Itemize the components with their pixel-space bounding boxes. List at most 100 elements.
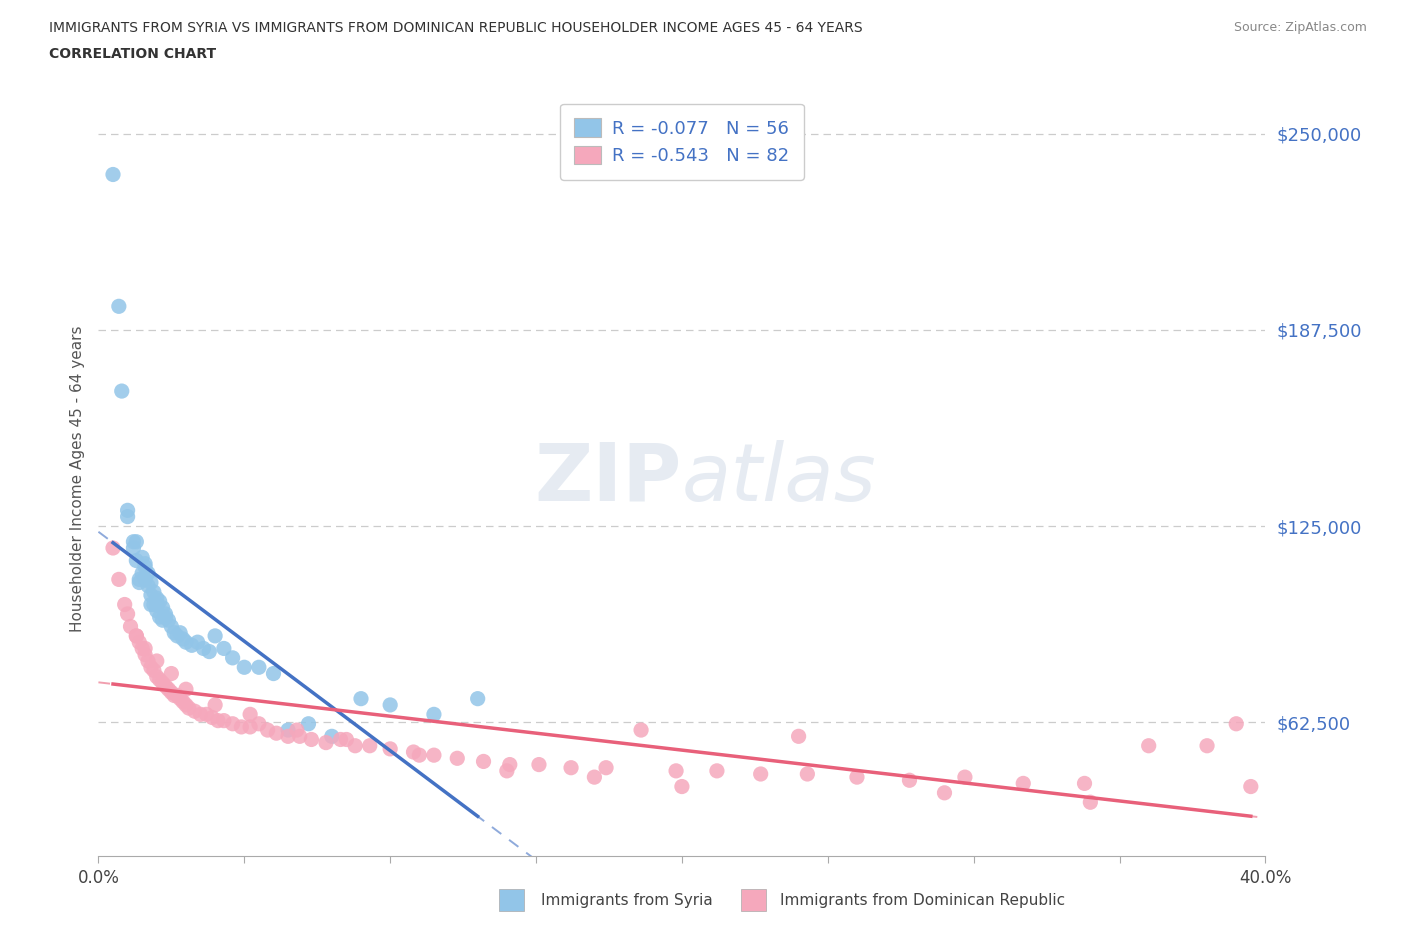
Point (467, 691, 489, 706)
Point (139, 575, 162, 590)
Point (120, 619, 142, 634)
Point (134, 556, 156, 571)
Point (157, 682, 180, 697)
Point (146, 604, 169, 618)
Point (111, 383, 134, 398)
Point (131, 550, 153, 565)
Point (117, 503, 139, 518)
Point (1137, 738, 1160, 753)
Point (247, 716, 270, 731)
Point (108, 299, 131, 313)
Point (1073, 776, 1095, 790)
Point (155, 606, 177, 621)
Point (160, 619, 183, 634)
Point (131, 565, 153, 580)
Point (380, 698, 402, 712)
Point (128, 575, 150, 590)
Point (134, 647, 156, 662)
Point (152, 600, 174, 615)
Point (152, 675, 174, 690)
Point (706, 764, 728, 778)
Point (174, 698, 197, 712)
Point (198, 644, 221, 659)
Point (134, 641, 156, 656)
Point (1195, 738, 1218, 753)
Point (136, 578, 159, 593)
Point (207, 713, 229, 728)
Text: Source: ZipAtlas.com: Source: ZipAtlas.com (1233, 21, 1367, 34)
Point (139, 660, 162, 675)
Point (233, 660, 256, 675)
Point (101, 540, 124, 555)
Point (125, 629, 148, 644)
Point (134, 560, 156, 575)
Point (177, 700, 200, 715)
Point (846, 770, 869, 785)
Point (221, 650, 243, 665)
Point (350, 691, 373, 706)
Point (299, 732, 322, 747)
Point (163, 625, 186, 640)
Point (262, 666, 284, 681)
Point (117, 606, 139, 621)
Point (315, 736, 337, 751)
Point (204, 629, 226, 644)
Point (101, 167, 124, 182)
Point (630, 723, 652, 737)
Point (169, 625, 191, 640)
Point (128, 572, 150, 587)
Point (239, 707, 262, 722)
Point (146, 591, 169, 605)
Text: IMMIGRANTS FROM SYRIA VS IMMIGRANTS FROM DOMINICAN REPUBLIC HOUSEHOLDER INCOME A: IMMIGRANTS FROM SYRIA VS IMMIGRANTS FROM… (49, 21, 863, 35)
Point (671, 779, 693, 794)
Point (595, 761, 617, 776)
Point (787, 729, 810, 744)
Point (139, 588, 162, 603)
Point (472, 754, 495, 769)
Y-axis label: Householder Income Ages 45 - 64 years: Householder Income Ages 45 - 64 years (69, 326, 84, 632)
Point (190, 707, 212, 722)
Point (125, 534, 148, 549)
Point (174, 634, 197, 649)
Point (402, 745, 425, 760)
Text: Immigrants from Dominican Republic: Immigrants from Dominican Republic (780, 893, 1066, 908)
Point (149, 610, 172, 625)
Point (169, 691, 191, 706)
Point (285, 723, 308, 737)
Point (149, 672, 172, 687)
Point (146, 670, 169, 684)
Point (796, 766, 818, 781)
Legend: R = -0.077   N = 56, R = -0.543   N = 82: R = -0.077 N = 56, R = -0.543 N = 82 (560, 104, 804, 179)
Point (117, 510, 139, 525)
Point (142, 663, 165, 678)
Point (527, 757, 550, 772)
Point (114, 597, 136, 612)
Point (146, 654, 169, 669)
Point (180, 638, 202, 653)
Point (157, 613, 180, 628)
Point (212, 713, 235, 728)
Point (139, 597, 162, 612)
Point (183, 704, 205, 719)
Point (108, 572, 131, 587)
Point (128, 634, 150, 649)
Point (344, 738, 367, 753)
Point (953, 770, 976, 785)
Point (335, 732, 357, 747)
Point (149, 594, 172, 609)
Point (193, 641, 215, 656)
Point (256, 723, 278, 737)
Point (321, 729, 343, 744)
Point (160, 666, 183, 681)
Point (496, 764, 519, 778)
Point (221, 716, 243, 731)
Text: ZIP: ZIP (534, 440, 682, 518)
Point (212, 641, 235, 656)
Point (1012, 776, 1035, 790)
Point (163, 688, 186, 703)
Point (1080, 795, 1102, 810)
Text: atlas: atlas (682, 440, 877, 518)
Point (174, 682, 197, 697)
Point (146, 597, 169, 612)
Point (152, 613, 174, 628)
